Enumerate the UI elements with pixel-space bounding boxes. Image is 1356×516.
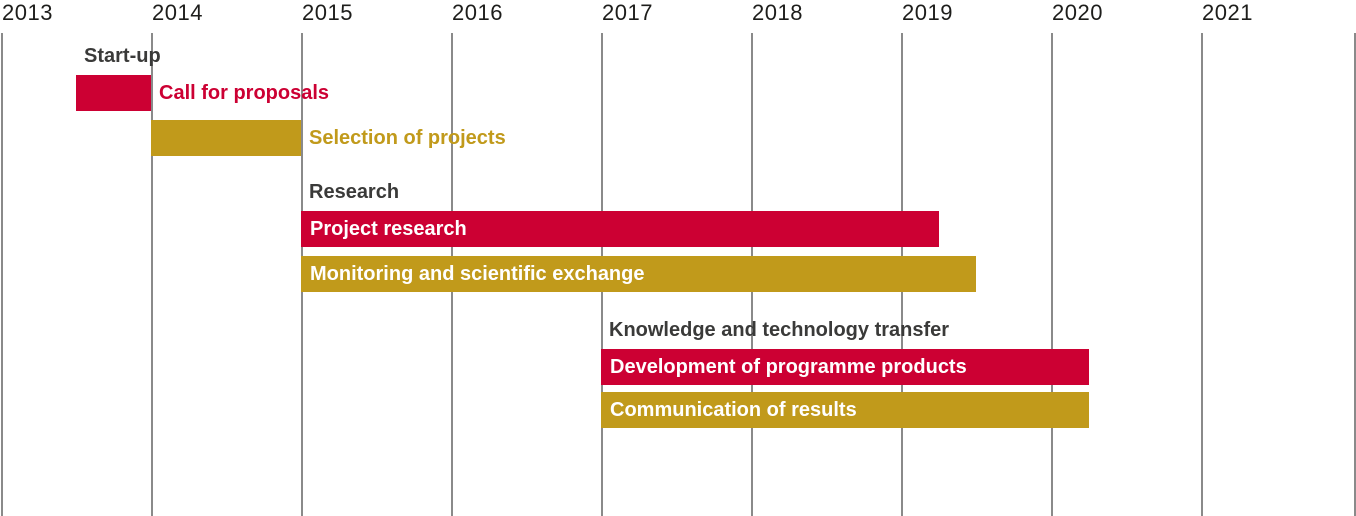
gantt-bar: Monitoring and scientific exchange bbox=[301, 256, 976, 292]
gridline bbox=[1201, 33, 1203, 516]
section-header: Start-up bbox=[84, 45, 161, 67]
axis-tick-label: 2019 bbox=[902, 0, 953, 25]
gantt-bar bbox=[151, 120, 301, 156]
bar-label: Selection of projects bbox=[309, 126, 506, 149]
bar-label: Monitoring and scientific exchange bbox=[310, 262, 645, 285]
bar-label: Project research bbox=[310, 217, 467, 240]
axis-tick-label: 2017 bbox=[602, 0, 653, 25]
gridline bbox=[151, 33, 153, 516]
gantt-bar: Project research bbox=[301, 211, 939, 247]
axis-tick-label: 2014 bbox=[152, 0, 203, 25]
gridline bbox=[1, 33, 3, 516]
gantt-bar: Communication of results bbox=[601, 392, 1089, 428]
axis-tick-label: 2013 bbox=[2, 0, 53, 25]
bar-label: Call for proposals bbox=[159, 81, 330, 104]
section-header: Knowledge and technology transfer bbox=[609, 319, 950, 341]
gantt-bar bbox=[76, 75, 151, 111]
section-header: Research bbox=[309, 181, 400, 203]
gantt-bar: Development of programme products bbox=[601, 349, 1089, 385]
gridline bbox=[1051, 33, 1053, 516]
axis-tick-label: 2016 bbox=[452, 0, 503, 25]
axis-tick-label: 2020 bbox=[1052, 0, 1103, 25]
bar-label: Development of programme products bbox=[610, 355, 967, 378]
axis-tick-label: 2015 bbox=[302, 0, 353, 25]
gridline-right-edge bbox=[1354, 33, 1356, 516]
bar-label: Communication of results bbox=[610, 398, 857, 421]
axis-tick-label: 2021 bbox=[1202, 0, 1253, 25]
axis-tick-label: 2018 bbox=[752, 0, 803, 25]
